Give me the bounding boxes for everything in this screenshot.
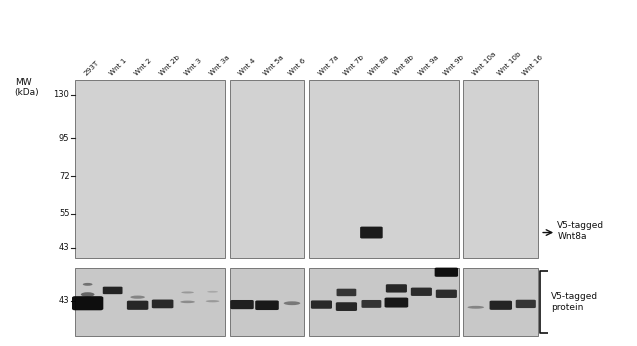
Text: Wnt 16: Wnt 16 (522, 54, 544, 77)
Text: Wnt 7a: Wnt 7a (317, 54, 340, 77)
FancyBboxPatch shape (336, 289, 356, 296)
Bar (463, 80, 538, 258)
Ellipse shape (83, 283, 92, 286)
Bar (309, 80, 459, 258)
Text: V5-tagged
protein: V5-tagged protein (551, 292, 598, 312)
FancyBboxPatch shape (411, 288, 432, 296)
Text: 130: 130 (54, 90, 69, 99)
FancyBboxPatch shape (385, 298, 408, 308)
FancyBboxPatch shape (434, 267, 458, 277)
FancyBboxPatch shape (72, 296, 103, 310)
Ellipse shape (283, 301, 300, 305)
Text: Wnt 1: Wnt 1 (108, 57, 128, 77)
Text: Wnt 2b: Wnt 2b (159, 54, 181, 77)
Text: V5-tagged
Wnt8a: V5-tagged Wnt8a (557, 221, 605, 240)
Text: Wnt 4: Wnt 4 (238, 57, 257, 77)
FancyBboxPatch shape (360, 227, 383, 238)
FancyBboxPatch shape (336, 302, 357, 311)
Ellipse shape (206, 300, 219, 302)
Ellipse shape (81, 292, 94, 297)
Bar (75, 80, 225, 258)
Text: Wnt 10b: Wnt 10b (497, 51, 522, 77)
Ellipse shape (468, 306, 484, 309)
Text: Wnt 3: Wnt 3 (183, 57, 203, 77)
Text: Wnt 8a: Wnt 8a (367, 54, 390, 77)
FancyBboxPatch shape (311, 300, 332, 309)
Text: Wnt 2: Wnt 2 (133, 57, 153, 77)
Ellipse shape (182, 291, 194, 293)
Text: Wnt 7b: Wnt 7b (342, 54, 365, 77)
Text: MW
(kDa): MW (kDa) (15, 78, 39, 97)
Bar (75, 268, 225, 336)
FancyBboxPatch shape (255, 300, 279, 310)
Text: Wnt 3a: Wnt 3a (208, 54, 231, 77)
Text: Wnt 9a: Wnt 9a (417, 54, 440, 77)
FancyBboxPatch shape (386, 284, 407, 293)
FancyBboxPatch shape (516, 300, 536, 308)
Text: Wnt 5a: Wnt 5a (263, 54, 285, 77)
Bar (463, 268, 538, 336)
FancyBboxPatch shape (103, 287, 122, 294)
FancyBboxPatch shape (127, 301, 148, 310)
Text: Wnt 8b: Wnt 8b (392, 54, 415, 77)
FancyBboxPatch shape (436, 290, 457, 298)
Ellipse shape (180, 301, 195, 303)
Text: Wnt 6: Wnt 6 (288, 57, 307, 77)
Ellipse shape (131, 295, 145, 299)
FancyBboxPatch shape (490, 301, 512, 310)
Bar (229, 80, 304, 258)
Ellipse shape (207, 291, 218, 293)
Text: Wnt 10a: Wnt 10a (471, 51, 497, 77)
Text: 55: 55 (59, 209, 69, 218)
Bar (229, 268, 304, 336)
Text: 95: 95 (59, 134, 69, 143)
Text: Wnt 9b: Wnt 9b (442, 54, 465, 77)
FancyBboxPatch shape (361, 300, 382, 308)
Text: 43: 43 (59, 243, 69, 252)
FancyBboxPatch shape (152, 300, 173, 308)
Text: 293T: 293T (83, 60, 101, 77)
Text: 43: 43 (59, 296, 69, 305)
FancyBboxPatch shape (231, 300, 254, 309)
Text: 72: 72 (59, 172, 69, 181)
Bar (309, 268, 459, 336)
